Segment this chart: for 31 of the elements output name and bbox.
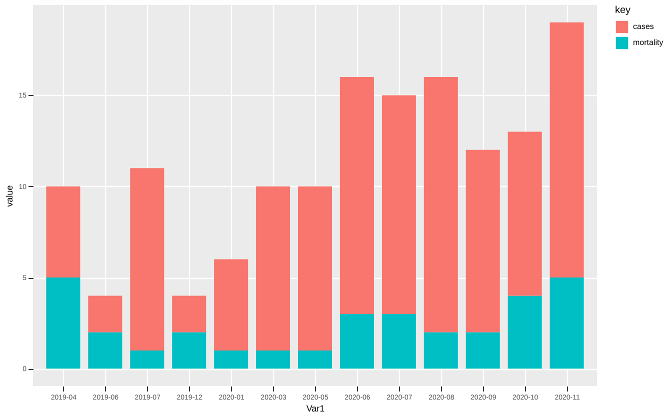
bar [508, 296, 542, 369]
legend-label: cases [633, 22, 654, 31]
x-axis-title: Var1 [306, 404, 325, 414]
bar [214, 259, 248, 350]
bar [214, 350, 248, 369]
bar [88, 296, 122, 332]
bar [172, 332, 206, 369]
bar [88, 332, 122, 369]
bar [298, 350, 332, 369]
bar [550, 22, 584, 278]
bar [550, 278, 584, 369]
bar [130, 168, 164, 350]
bar [466, 332, 500, 369]
legend-title: key [615, 5, 631, 16]
bar [172, 296, 206, 332]
bar [298, 186, 332, 350]
bar [382, 314, 416, 369]
legend-label: mortality [633, 38, 664, 47]
bar [340, 77, 374, 314]
bar [382, 95, 416, 314]
bar [256, 186, 290, 350]
bar [466, 150, 500, 332]
bar [424, 332, 458, 369]
bar [256, 350, 290, 369]
bar [340, 314, 374, 369]
bar [46, 278, 80, 369]
bar [130, 350, 164, 369]
bar [424, 77, 458, 332]
bar [46, 186, 80, 278]
y-axis-title: value [4, 185, 15, 207]
bar [508, 132, 542, 296]
